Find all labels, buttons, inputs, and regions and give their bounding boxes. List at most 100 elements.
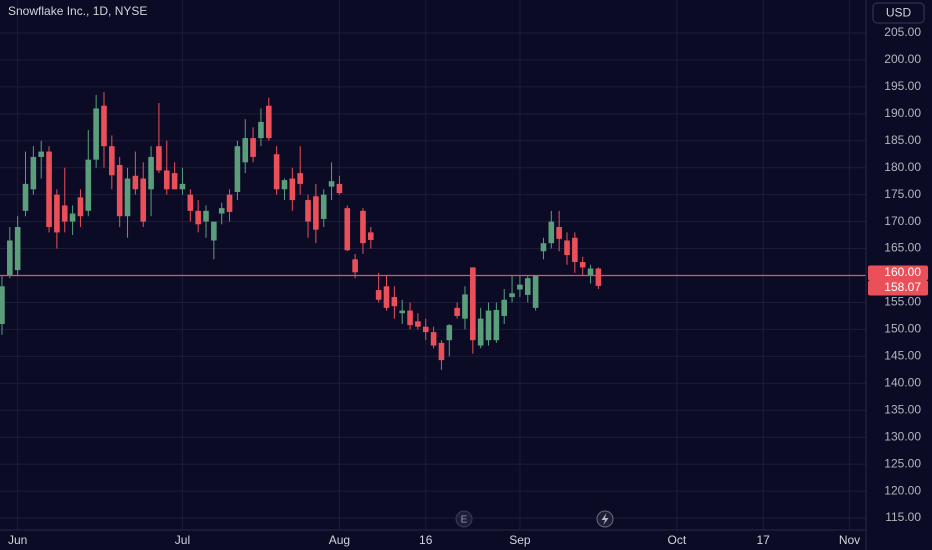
- candle-body: [438, 342, 445, 361]
- y-tick-label: 145.00: [884, 349, 921, 363]
- candle-body: [38, 151, 45, 157]
- candle-body: [352, 259, 358, 273]
- candle-body: [203, 210, 209, 222]
- candle-body: [524, 278, 531, 295]
- x-tick-label: Jun: [8, 533, 27, 547]
- candle-body: [344, 208, 351, 251]
- candle-body: [320, 194, 327, 219]
- candle-body: [30, 156, 37, 190]
- candle-body: [422, 326, 429, 333]
- candle-body: [179, 183, 186, 190]
- candle-body: [430, 332, 437, 346]
- axes: 115.00 120.00 125.00 130.00 135.00 140.00 145.…: [8, 25, 928, 547]
- candle-body: [0, 286, 5, 325]
- candle-body: [109, 146, 115, 176]
- currency-label[interactable]: USD: [886, 6, 912, 20]
- currency-button[interactable]: [872, 2, 925, 24]
- last-price-label: 158.07: [884, 280, 921, 294]
- y-tick-label: 185.00: [884, 133, 921, 147]
- x-tick-label: 16: [419, 533, 433, 547]
- y-tick-label: 120.00: [884, 483, 921, 497]
- candle-body: [368, 232, 374, 240]
- candle-body: [250, 138, 256, 157]
- y-tick-label: 195.00: [884, 79, 921, 93]
- candle-body: [226, 194, 233, 212]
- y-tick-label: 190.00: [884, 106, 921, 120]
- candle-body: [281, 180, 288, 190]
- candle-body: [124, 178, 131, 217]
- candle-body: [462, 294, 468, 319]
- candle-body: [93, 108, 99, 160]
- candle-body: [485, 310, 492, 341]
- candle-body: [289, 178, 296, 201]
- candle-body: [391, 297, 398, 307]
- candle-body: [399, 310, 405, 314]
- candle-body: [532, 275, 539, 308]
- candle-body: [187, 194, 194, 211]
- candle-body: [375, 290, 382, 300]
- candle-body: [46, 151, 52, 228]
- price-line-label: 160.00: [884, 265, 921, 279]
- y-tick-label: 115.00: [885, 510, 921, 524]
- x-tick-label: Oct: [668, 533, 687, 547]
- y-tick-label: 200.00: [884, 52, 921, 66]
- candle-body: [54, 194, 60, 233]
- y-tick-label: 180.00: [884, 160, 921, 174]
- candle-body: [116, 165, 123, 217]
- candle-body: [61, 205, 68, 222]
- candle-body: [446, 325, 453, 341]
- last-price-tag: [868, 280, 928, 296]
- candle-body: [407, 310, 413, 326]
- candle-body: [22, 183, 29, 211]
- candle-body: [218, 208, 225, 214]
- y-tick-label: 170.00: [884, 214, 921, 228]
- candle-body: [85, 159, 92, 211]
- candle-body: [297, 173, 303, 184]
- candle-body: [258, 121, 264, 139]
- candle-body: [171, 173, 178, 190]
- chart-title: Snowflake Inc., 1D, NYSE: [8, 4, 147, 18]
- y-tick-label: 150.00: [884, 322, 921, 336]
- candle-body: [564, 240, 570, 256]
- candle-body: [454, 307, 460, 316]
- y-tick-label: 155.00: [884, 295, 921, 309]
- candle-body: [305, 200, 311, 222]
- earnings-label[interactable]: E: [461, 515, 468, 526]
- price-line-tag: [868, 265, 928, 281]
- candle-body: [7, 240, 13, 276]
- earnings-icon[interactable]: [455, 510, 473, 528]
- candle-body: [313, 196, 319, 230]
- y-tick-label: 165.00: [884, 241, 921, 255]
- candles: [0, 92, 602, 370]
- candle-body: [265, 105, 272, 139]
- candle-body: [540, 243, 547, 252]
- candle-body: [336, 183, 343, 194]
- candle-body: [548, 221, 555, 244]
- candle-body: [101, 105, 107, 147]
- candle-body: [163, 170, 170, 190]
- x-tick-label: Jul: [175, 533, 190, 547]
- y-tick-label: 175.00: [884, 187, 921, 201]
- candle-body: [211, 221, 217, 241]
- y-tick-label: 205.00: [884, 25, 921, 39]
- x-tick-label: Sep: [509, 533, 531, 547]
- candle-body: [156, 146, 162, 171]
- candle-body: [477, 318, 484, 346]
- candle-body: [273, 154, 280, 190]
- candle-body: [77, 197, 84, 217]
- y-tick-label: 125.00: [884, 456, 921, 470]
- candle-body: [509, 293, 515, 298]
- y-tick-label: 130.00: [884, 429, 921, 443]
- lightning-icon: [601, 513, 609, 525]
- candle-body: [140, 178, 147, 222]
- candle-body: [242, 138, 249, 163]
- candle-body: [14, 227, 21, 271]
- candle-body: [69, 213, 76, 222]
- candle-body: [587, 268, 594, 276]
- candle-body: [556, 227, 562, 239]
- candle-body: [579, 262, 586, 268]
- candle-body: [517, 284, 523, 290]
- candle-body: [501, 299, 508, 316]
